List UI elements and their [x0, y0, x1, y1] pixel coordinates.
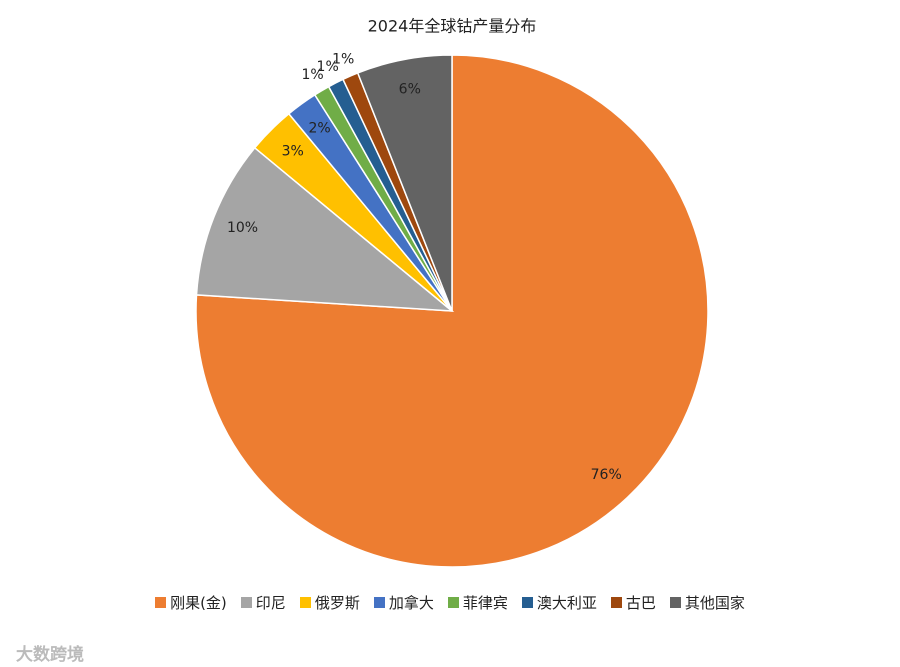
- legend-item: 其他国家: [669, 592, 745, 613]
- legend-label: 菲律宾: [462, 594, 508, 612]
- legend-swatch: [521, 597, 533, 608]
- legend-swatch: [240, 597, 252, 608]
- data-label: 1%: [332, 52, 354, 68]
- legend-item: 澳大利亚: [521, 592, 597, 613]
- pie-slice: [195, 54, 709, 568]
- legend-item: 印尼: [240, 592, 286, 613]
- legend-swatch: [610, 597, 622, 608]
- legend-label: 刚果(金): [170, 594, 227, 612]
- data-label: 1%: [317, 59, 339, 75]
- data-label: 76%: [591, 467, 622, 483]
- legend-label: 加拿大: [388, 594, 434, 612]
- legend-swatch: [299, 597, 311, 608]
- legend-label: 澳大利亚: [536, 594, 597, 612]
- chart: 2024年全球钴产量分布 76%10%3%2%1%1%1%6%: [195, 17, 709, 568]
- data-label: 10%: [227, 220, 258, 236]
- legend-swatch: [447, 597, 459, 608]
- legend-item: 菲律宾: [447, 592, 508, 613]
- legend-swatch: [155, 597, 167, 608]
- legend-label: 俄罗斯: [314, 594, 360, 612]
- legend-swatch: [373, 597, 385, 608]
- legend-item: 古巴: [610, 592, 656, 613]
- pie-slice: [195, 146, 455, 312]
- chart-title: 2024年全球钴产量分布: [368, 17, 537, 36]
- pie-slice: [356, 54, 453, 312]
- data-label: 1%: [301, 67, 323, 83]
- legend-item: 刚果(金): [155, 592, 227, 613]
- watermark: 大数跨境: [16, 645, 84, 665]
- legend: 刚果(金) 印尼 俄罗斯 加拿大 菲律宾 澳大利亚 古巴 其他国家: [0, 592, 900, 613]
- legend-label: 其他国家: [684, 594, 745, 612]
- legend-swatch: [669, 597, 681, 608]
- data-label: 3%: [282, 144, 304, 160]
- legend-item: 俄罗斯: [299, 592, 360, 613]
- legend-item: 加拿大: [373, 592, 434, 613]
- data-label: 2%: [308, 121, 330, 137]
- data-label: 6%: [399, 82, 421, 98]
- legend-label: 印尼: [255, 594, 286, 612]
- legend-label: 古巴: [625, 594, 656, 612]
